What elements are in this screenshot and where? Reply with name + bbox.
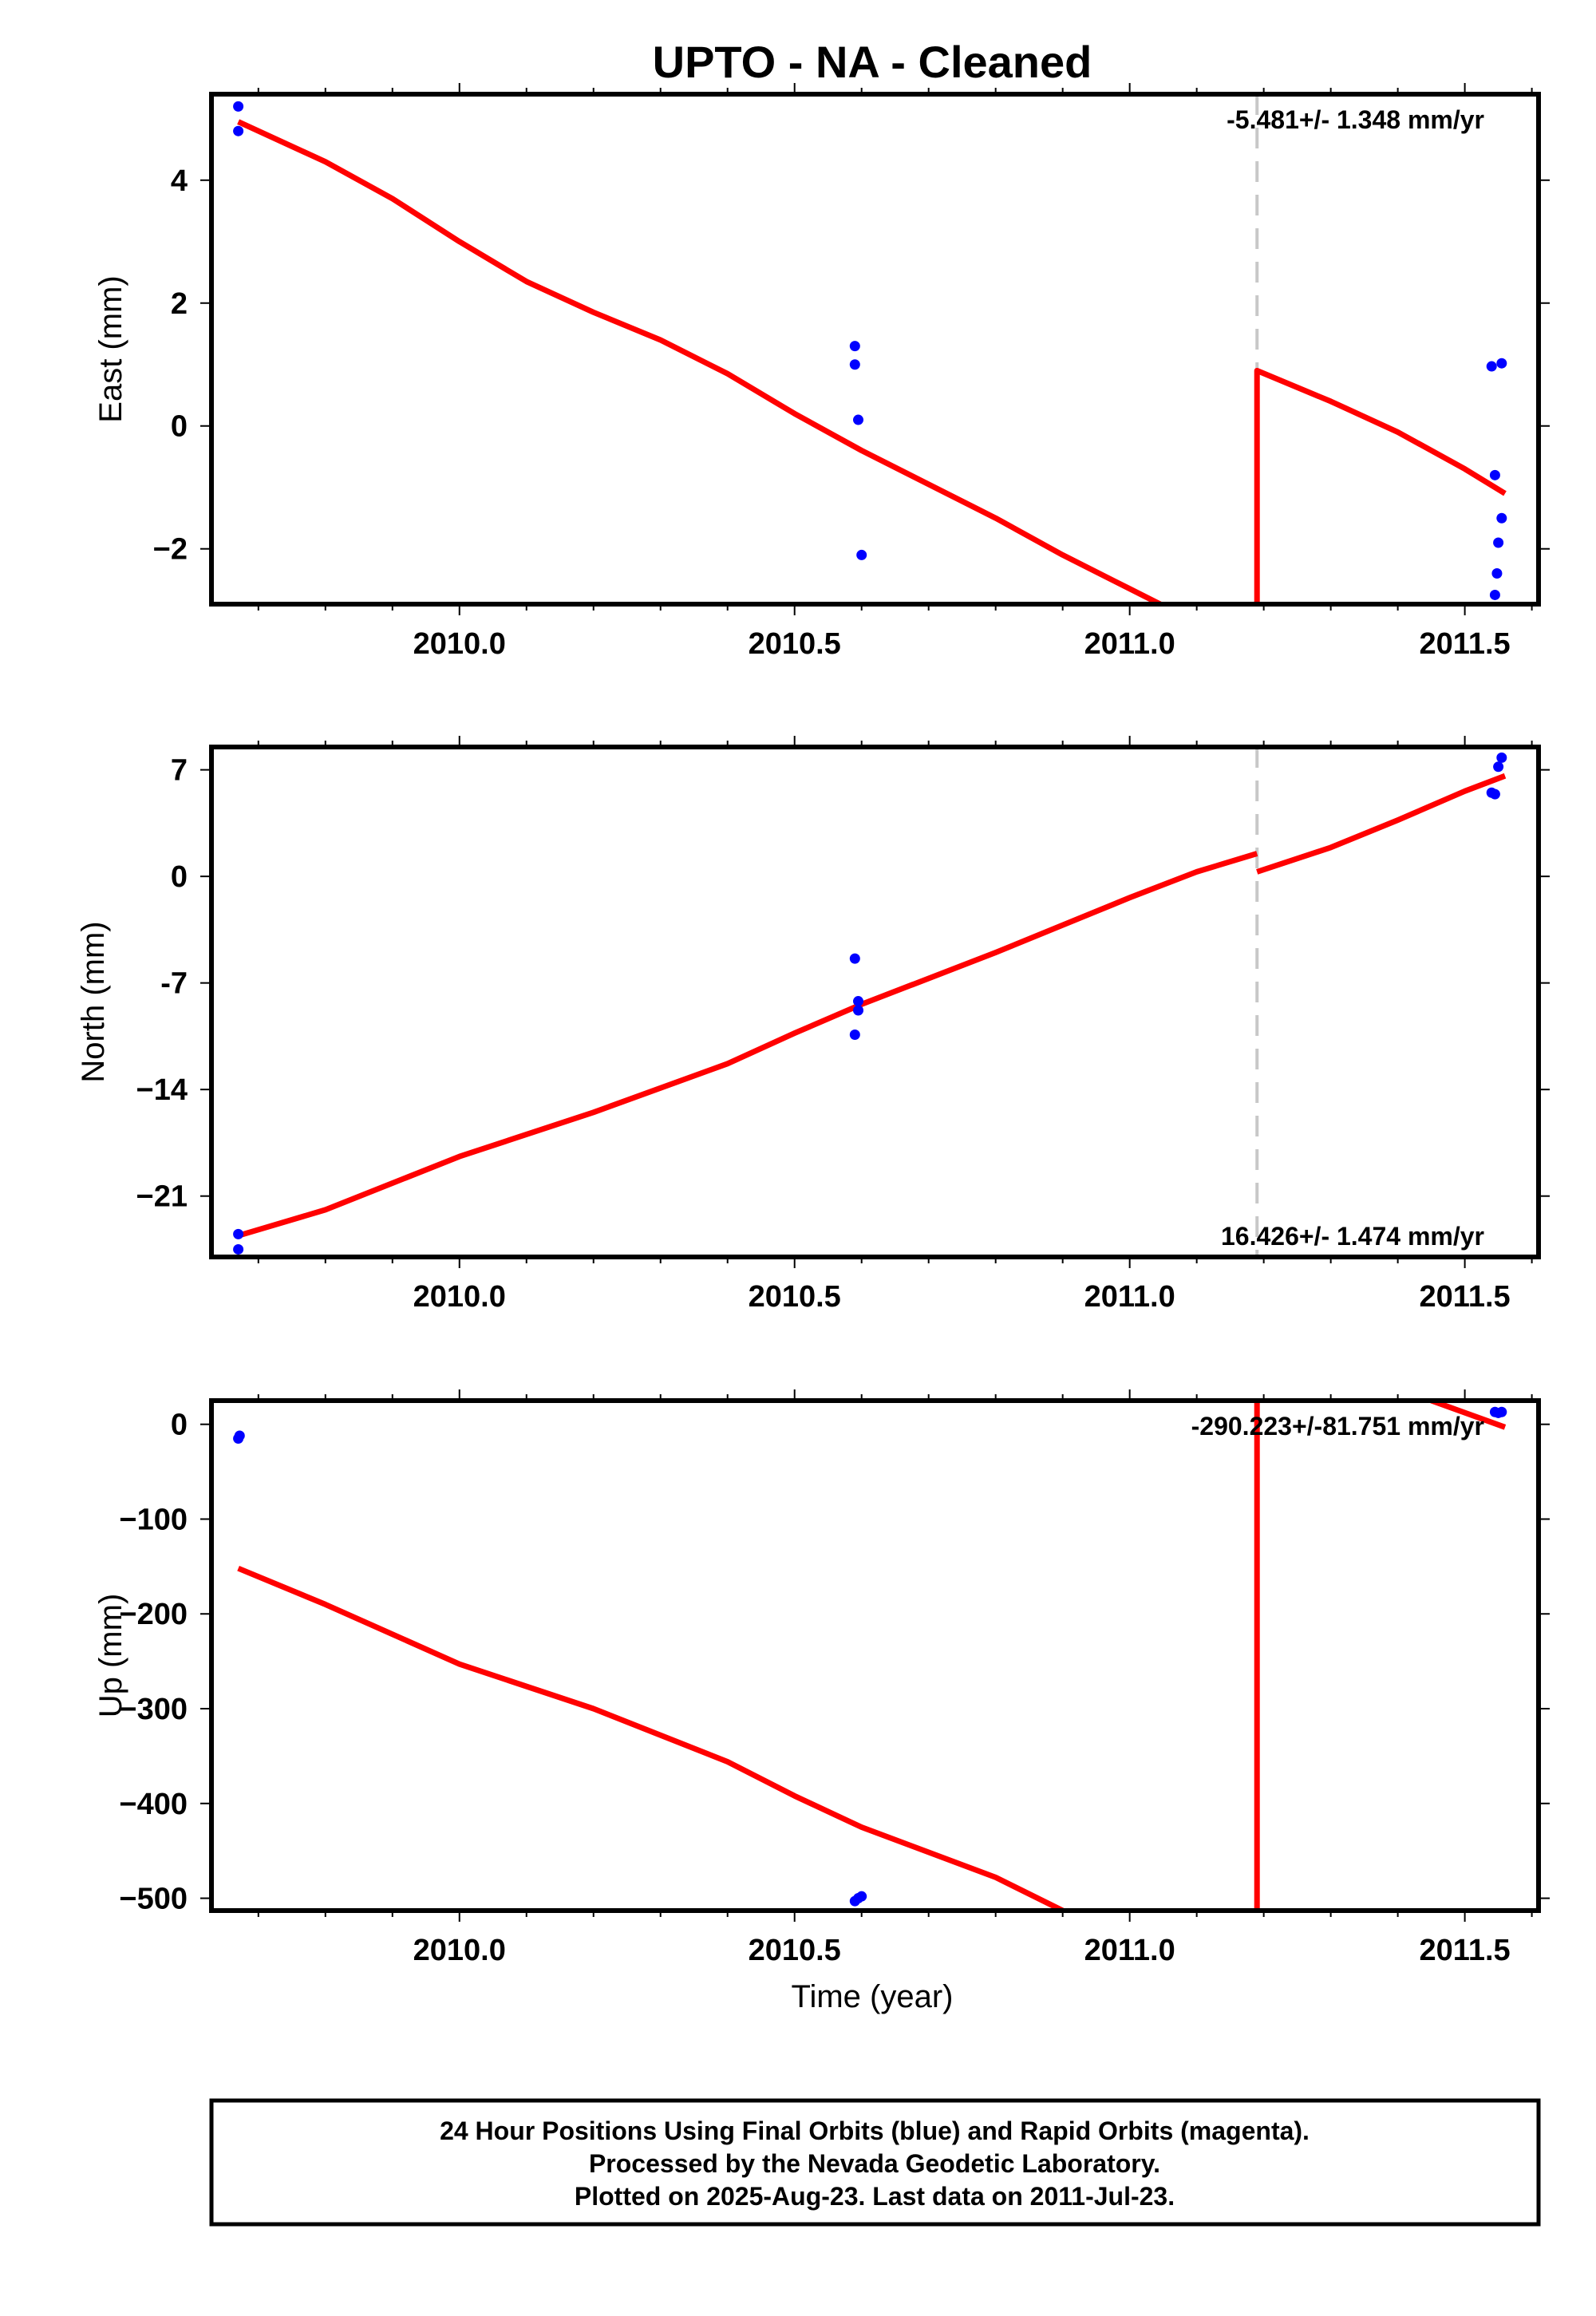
panel-east: 4 2 0 −2 2010.0 2010.5 2011.0 2011.5 East (mm)… [93,83,1550,661]
east-data-point [1496,358,1507,369]
north-y-tick-label: −14 [136,1073,188,1107]
east-x-tick-label: 2010.0 [413,627,506,661]
up-y-tick-label: −100 [119,1503,188,1536]
north-data-point [1489,788,1500,800]
up-x-tick-label: 2011.0 [1084,1934,1175,1967]
east-ticks [200,83,1550,615]
up-x-tick-labels: 2010.0 2010.5 2011.0 2011.5 [413,1934,1511,1967]
caption-line-2: Processed by the Nevada Geodetic Laborat… [589,2149,1160,2178]
north-fit-segment-1 [237,851,1258,1239]
north-x-tick-labels: 2010.0 2010.5 2011.0 2011.5 [413,1280,1511,1314]
up-y-tick-label: −500 [119,1883,188,1916]
north-x-tick-label: 2011.0 [1084,1280,1175,1314]
east-y-axis-label: East (mm) [93,275,128,422]
east-data-point [1493,537,1504,548]
up-y-axis-label: Up (mm) [93,1594,128,1718]
up-x-tick-label: 2010.5 [749,1934,841,1967]
north-y-tick-label: 7 [171,754,188,788]
caption-box [209,2098,1541,2227]
up-data-points [233,1406,1507,1907]
east-data-point [1491,568,1503,579]
up-y-tick-label: 0 [171,1409,188,1442]
north-data-point [849,953,860,964]
north-x-tick-label: 2011.5 [1420,1280,1511,1314]
east-data-point [1489,469,1500,480]
east-data-point [856,549,867,560]
east-y-tick-label: 4 [171,164,188,198]
up-fit-segment-1 [237,1565,1069,1911]
north-frame [209,745,1541,1259]
north-data-point [1493,761,1504,773]
up-ticks [200,1389,1550,1922]
east-fit-segment-2 [1254,367,1507,604]
up-data-point [234,1430,245,1441]
x-axis-label: Time (year) [792,1979,954,2014]
north-x-tick-label: 2010.5 [749,1280,841,1314]
north-fit-lines [237,773,1507,1239]
east-data-point [849,359,860,370]
east-data-points [233,101,1507,600]
up-data-point [1496,1406,1507,1417]
east-fit-lines [237,119,1507,604]
up-frame [209,1398,1541,1913]
north-fit-segment-2 [1256,773,1507,875]
north-data-point [233,1228,244,1239]
north-data-point [1496,752,1507,763]
east-data-point [233,125,244,136]
east-fit-segment-1 [237,119,1167,604]
east-x-tick-label: 2010.5 [749,627,841,661]
north-y-tick-label: 0 [171,860,188,894]
up-data-point [856,1891,867,1902]
north-data-point [853,996,864,1007]
up-y-tick-label: −200 [119,1598,188,1631]
up-y-tick-label: −300 [119,1693,188,1726]
north-x-tick-label: 2010.0 [413,1280,506,1314]
north-y-tick-label: -7 [160,967,188,1001]
north-y-tick-label: −21 [136,1180,188,1214]
up-y-tick-label: −400 [119,1788,188,1821]
east-data-point [233,101,244,112]
east-data-point [1496,512,1507,524]
east-data-point [1489,589,1500,600]
up-x-tick-label: 2011.5 [1420,1934,1511,1967]
north-y-axis-label: North (mm) [76,921,111,1082]
panel-north: 7 0 -7 −14 −21 2010.0 2010.5 2011.0 2011.5 Nort… [76,736,1550,1314]
east-y-tick-label: 2 [171,287,188,321]
up-y-tick-labels: 0 −100 −200 −300 −400 −500 [119,1409,188,1916]
east-x-tick-label: 2011.5 [1420,627,1511,661]
north-data-points [233,752,1507,1255]
up-rate-label: -290.223+/-81.751 mm/yr [1191,1412,1484,1441]
east-x-tick-labels: 2010.0 2010.5 2011.0 2011.5 [413,627,1511,661]
north-rate-label: 16.426+/- 1.474 mm/yr [1221,1222,1484,1251]
east-y-tick-label: −2 [153,533,188,567]
east-y-tick-label: 0 [171,410,188,444]
north-data-point [853,1005,864,1016]
up-x-tick-label: 2010.0 [413,1934,506,1967]
north-y-tick-labels: 7 0 -7 −14 −21 [136,754,188,1214]
panel-up: 0 −100 −200 −300 −400 −500 2010.0 2010.5 2011.0… [93,1389,1550,1967]
east-frame [209,92,1541,607]
east-x-tick-label: 2011.0 [1084,627,1175,661]
up-fit-lines [237,1401,1507,1911]
east-data-point [849,341,860,352]
north-data-point [849,1030,860,1041]
east-rate-label: -5.481+/- 1.348 mm/yr [1227,105,1484,134]
east-data-point [1486,361,1497,372]
east-data-point [853,414,864,425]
east-y-tick-labels: 4 2 0 −2 [153,164,188,567]
figure-title: UPTO - NA - Cleaned [653,37,1092,87]
up-fit-segment-3 [1430,1401,1507,1430]
north-data-point [233,1243,244,1255]
caption-line-3: Plotted on 2025-Aug-23. Last data on 201… [575,2182,1175,2211]
caption-line-1: 24 Hour Positions Using Final Orbits (bl… [440,2116,1310,2145]
